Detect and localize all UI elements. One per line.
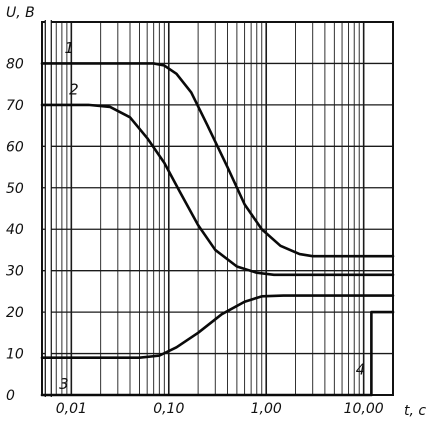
y-tick-label: 50 [6, 181, 24, 197]
x-tick-label: 10,00 [344, 401, 384, 417]
y-tick-label: 70 [6, 98, 24, 114]
curve-4 [40, 310, 395, 397]
y-axis-title: U, B [6, 5, 35, 21]
curve-1-label: 1 [64, 39, 74, 57]
minor-gridlines [49, 22, 360, 395]
axes [41, 20, 394, 397]
y-tick-label: 60 [6, 139, 24, 155]
curve-2 [40, 103, 395, 277]
x-tick-label: 0,01 [56, 401, 87, 417]
x-tick-label: 0,10 [153, 401, 184, 417]
major-gridlines [42, 22, 393, 395]
curve-4-label: 4 [356, 360, 366, 378]
x-axis-title: t, c [404, 403, 426, 419]
axis-break-gap [45, 20, 52, 397]
y-tick-label: 40 [6, 222, 24, 238]
curve-3-label: 3 [59, 375, 69, 393]
y-tick-label: 30 [6, 264, 24, 280]
curve-2-label: 2 [69, 81, 79, 99]
plot-frame [41, 21, 394, 396]
curve-1 [40, 62, 395, 258]
y-tick-label: 80 [6, 56, 24, 72]
y-tick-label: 0 [6, 388, 15, 404]
curve-3 [40, 294, 395, 359]
curves [40, 62, 395, 397]
x-tick-label: 1,00 [251, 401, 282, 417]
y-tick-label: 20 [6, 305, 24, 321]
labels: 0 10 20 30 40 50 60 70 80 0,01 0,10 1,00 10,00 1 2 3 4 [6, 39, 384, 417]
y-tick-label: 10 [6, 347, 24, 363]
